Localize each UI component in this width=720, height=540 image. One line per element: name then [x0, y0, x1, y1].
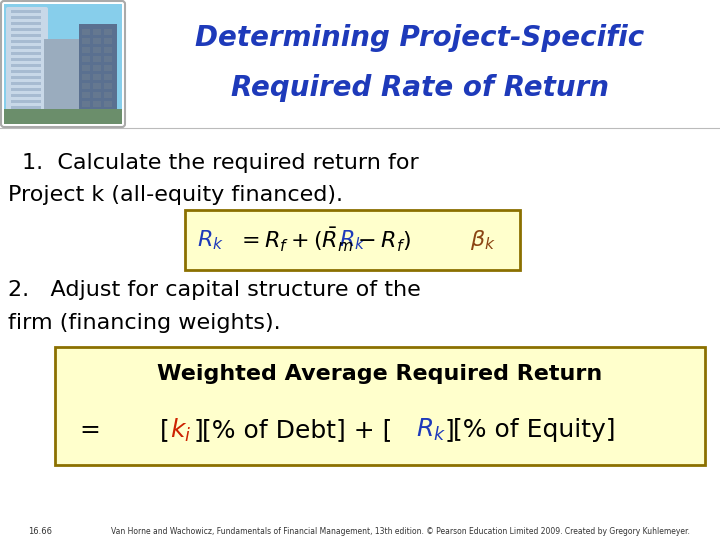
Text: firm (financing weights).: firm (financing weights).: [8, 313, 281, 333]
Text: 1.  Calculate the required return for: 1. Calculate the required return for: [22, 153, 419, 173]
FancyBboxPatch shape: [11, 16, 41, 19]
FancyBboxPatch shape: [93, 101, 101, 107]
Text: ]: ]: [194, 418, 204, 442]
Text: 16.66: 16.66: [28, 526, 52, 536]
FancyBboxPatch shape: [11, 28, 41, 31]
FancyBboxPatch shape: [11, 82, 41, 85]
FancyBboxPatch shape: [82, 47, 90, 53]
Text: $R_k$: $R_k$: [197, 228, 224, 252]
FancyBboxPatch shape: [93, 56, 101, 62]
FancyBboxPatch shape: [82, 56, 90, 62]
Text: Van Horne and Wachowicz, Fundamentals of Financial Management, 13th edition. © P: Van Horne and Wachowicz, Fundamentals of…: [111, 526, 690, 536]
Text: [: [: [160, 418, 170, 442]
FancyBboxPatch shape: [11, 40, 41, 43]
FancyBboxPatch shape: [93, 110, 101, 116]
FancyBboxPatch shape: [44, 39, 79, 122]
FancyBboxPatch shape: [82, 38, 90, 44]
FancyBboxPatch shape: [11, 64, 41, 67]
FancyBboxPatch shape: [79, 24, 117, 122]
Text: =: =: [80, 418, 100, 442]
FancyBboxPatch shape: [104, 74, 112, 80]
FancyBboxPatch shape: [11, 46, 41, 49]
FancyBboxPatch shape: [11, 112, 41, 115]
FancyBboxPatch shape: [93, 83, 101, 89]
Text: $= R_f + (\bar{R}_m - R_f)$: $= R_f + (\bar{R}_m - R_f)$: [237, 226, 411, 254]
FancyBboxPatch shape: [104, 110, 112, 116]
FancyBboxPatch shape: [104, 92, 112, 98]
FancyBboxPatch shape: [82, 110, 90, 116]
FancyBboxPatch shape: [11, 34, 41, 37]
FancyBboxPatch shape: [11, 106, 41, 109]
FancyBboxPatch shape: [93, 74, 101, 80]
Text: Weighted Average Required Return: Weighted Average Required Return: [158, 364, 603, 384]
FancyBboxPatch shape: [93, 29, 101, 35]
Text: $k_i$: $k_i$: [170, 416, 192, 443]
Text: $R_k$: $R_k$: [338, 228, 366, 252]
Text: $\beta_k$: $\beta_k$: [470, 228, 495, 252]
Text: Required Rate of Return: Required Rate of Return: [231, 74, 609, 102]
FancyBboxPatch shape: [104, 56, 112, 62]
FancyBboxPatch shape: [185, 210, 520, 270]
FancyBboxPatch shape: [11, 58, 41, 61]
FancyBboxPatch shape: [82, 29, 90, 35]
FancyBboxPatch shape: [93, 92, 101, 98]
FancyBboxPatch shape: [104, 65, 112, 71]
FancyBboxPatch shape: [11, 100, 41, 103]
FancyBboxPatch shape: [82, 83, 90, 89]
Text: [% of Equity]: [% of Equity]: [453, 418, 616, 442]
FancyBboxPatch shape: [4, 109, 122, 124]
FancyBboxPatch shape: [104, 83, 112, 89]
Text: $R_k$: $R_k$: [416, 417, 446, 443]
FancyBboxPatch shape: [93, 38, 101, 44]
FancyBboxPatch shape: [82, 101, 90, 107]
FancyBboxPatch shape: [82, 65, 90, 71]
Text: Determining Project-Specific: Determining Project-Specific: [195, 24, 644, 52]
FancyBboxPatch shape: [93, 47, 101, 53]
FancyBboxPatch shape: [55, 347, 705, 465]
FancyBboxPatch shape: [104, 29, 112, 35]
FancyBboxPatch shape: [104, 38, 112, 44]
FancyBboxPatch shape: [82, 92, 90, 98]
Text: [% of Debt] + [: [% of Debt] + [: [202, 418, 392, 442]
FancyBboxPatch shape: [11, 76, 41, 79]
FancyBboxPatch shape: [11, 22, 41, 25]
FancyBboxPatch shape: [11, 70, 41, 73]
FancyBboxPatch shape: [93, 65, 101, 71]
Text: ]: ]: [445, 418, 455, 442]
FancyBboxPatch shape: [104, 47, 112, 53]
FancyBboxPatch shape: [104, 101, 112, 107]
Text: 2.   Adjust for capital structure of the: 2. Adjust for capital structure of the: [8, 280, 420, 300]
FancyBboxPatch shape: [6, 7, 48, 123]
Text: Project k (all-equity financed).: Project k (all-equity financed).: [8, 185, 343, 205]
FancyBboxPatch shape: [4, 4, 122, 124]
FancyBboxPatch shape: [11, 94, 41, 97]
FancyBboxPatch shape: [11, 52, 41, 55]
FancyBboxPatch shape: [11, 10, 41, 13]
FancyBboxPatch shape: [82, 74, 90, 80]
FancyBboxPatch shape: [11, 88, 41, 91]
